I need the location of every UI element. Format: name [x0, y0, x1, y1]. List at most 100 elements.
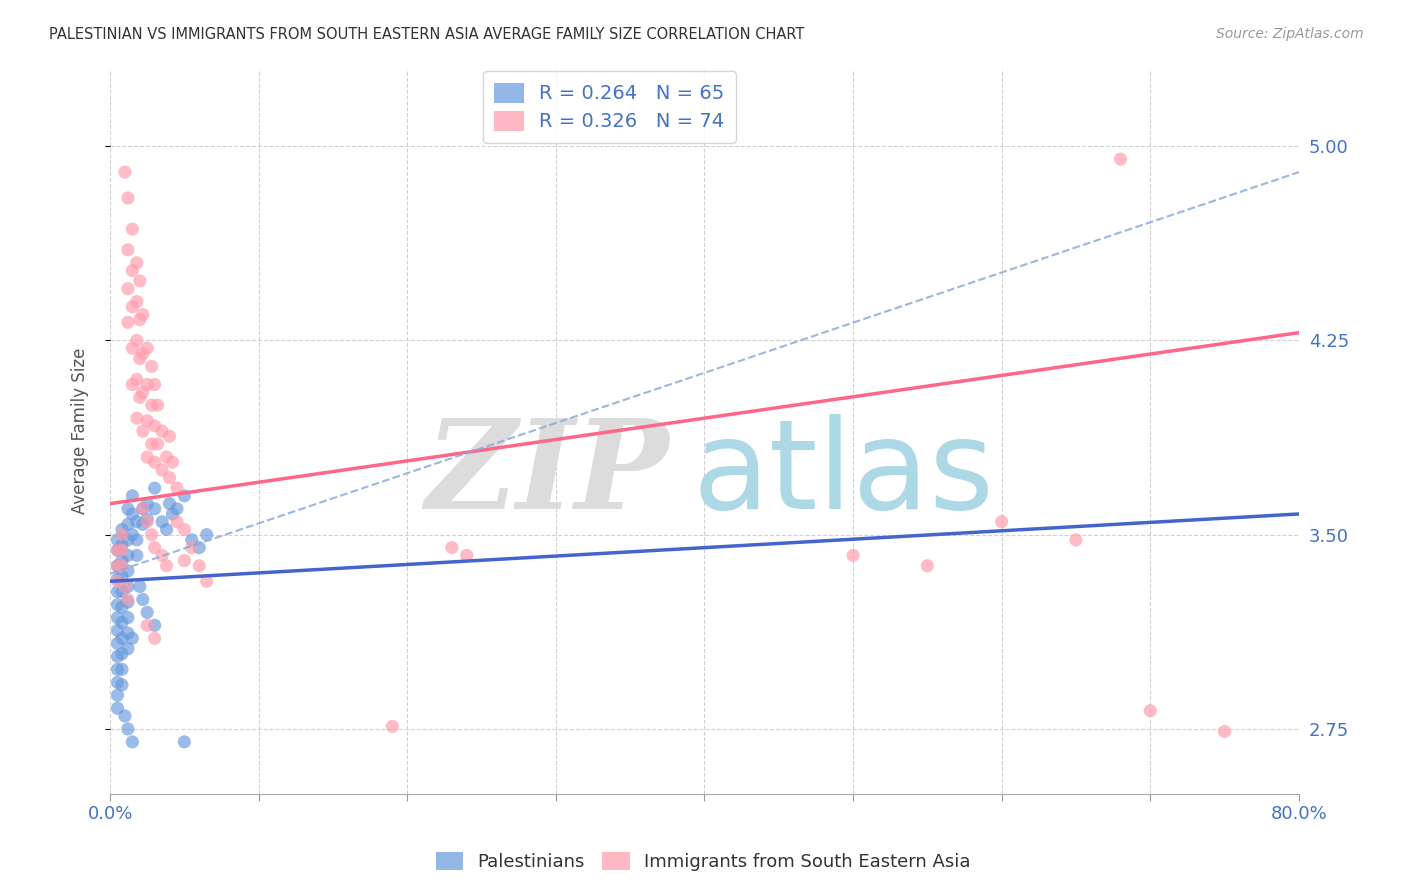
Point	[107, 572, 129, 586]
Point	[132, 346, 155, 360]
Point	[114, 709, 136, 723]
Point	[111, 584, 134, 599]
Point	[117, 191, 139, 205]
Point	[117, 549, 139, 563]
Point	[111, 523, 134, 537]
Point	[128, 391, 150, 405]
Point	[121, 341, 143, 355]
Point	[117, 641, 139, 656]
Point	[107, 688, 129, 702]
Point	[117, 517, 139, 532]
Point	[155, 558, 177, 573]
Point	[166, 501, 188, 516]
Point	[117, 592, 139, 607]
Point	[107, 598, 129, 612]
Point	[136, 450, 159, 464]
Point	[143, 618, 166, 632]
Point	[456, 549, 478, 563]
Point	[125, 533, 148, 547]
Point	[141, 437, 163, 451]
Point	[111, 543, 134, 558]
Point	[117, 579, 139, 593]
Point	[141, 527, 163, 541]
Point	[136, 414, 159, 428]
Point	[1139, 704, 1161, 718]
Legend: Palestinians, Immigrants from South Eastern Asia: Palestinians, Immigrants from South East…	[429, 845, 977, 879]
Point	[121, 527, 143, 541]
Point	[159, 471, 181, 485]
Point	[150, 549, 173, 563]
Point	[166, 481, 188, 495]
Point	[117, 501, 139, 516]
Point	[381, 719, 404, 733]
Point	[114, 165, 136, 179]
Point	[159, 429, 181, 443]
Point	[143, 632, 166, 646]
Point	[128, 274, 150, 288]
Point	[111, 600, 134, 615]
Point	[125, 515, 148, 529]
Point	[150, 463, 173, 477]
Point	[188, 541, 211, 555]
Point	[111, 569, 134, 583]
Point	[128, 312, 150, 326]
Point	[195, 527, 218, 541]
Point	[111, 538, 134, 552]
Point	[136, 512, 159, 526]
Point	[146, 398, 169, 412]
Point	[155, 523, 177, 537]
Point	[117, 595, 139, 609]
Point	[143, 418, 166, 433]
Point	[121, 735, 143, 749]
Point	[150, 424, 173, 438]
Point	[117, 564, 139, 578]
Point	[125, 334, 148, 348]
Point	[121, 377, 143, 392]
Point	[121, 489, 143, 503]
Point	[117, 610, 139, 624]
Point	[143, 481, 166, 495]
Point	[143, 455, 166, 469]
Point	[125, 372, 148, 386]
Point	[136, 606, 159, 620]
Point	[121, 300, 143, 314]
Point	[111, 615, 134, 630]
Point	[125, 256, 148, 270]
Point	[132, 592, 155, 607]
Point	[917, 558, 939, 573]
Point	[114, 579, 136, 593]
Point	[107, 610, 129, 624]
Point	[162, 507, 184, 521]
Text: Source: ZipAtlas.com: Source: ZipAtlas.com	[1216, 27, 1364, 41]
Point	[132, 501, 155, 516]
Point	[150, 515, 173, 529]
Point	[180, 533, 202, 547]
Point	[136, 377, 159, 392]
Point	[107, 649, 129, 664]
Point	[111, 558, 134, 573]
Point	[128, 351, 150, 366]
Y-axis label: Average Family Size: Average Family Size	[72, 348, 89, 515]
Point	[117, 243, 139, 257]
Point	[195, 574, 218, 589]
Point	[107, 662, 129, 676]
Point	[162, 455, 184, 469]
Point	[132, 385, 155, 400]
Point	[136, 515, 159, 529]
Point	[166, 515, 188, 529]
Point	[121, 222, 143, 236]
Point	[132, 424, 155, 438]
Point	[121, 263, 143, 277]
Point	[111, 678, 134, 692]
Point	[111, 553, 134, 567]
Point	[107, 533, 129, 547]
Point	[107, 543, 129, 558]
Point	[107, 675, 129, 690]
Point	[117, 533, 139, 547]
Text: atlas: atlas	[693, 414, 994, 535]
Point	[125, 549, 148, 563]
Point	[143, 501, 166, 516]
Point	[173, 553, 195, 567]
Point	[107, 636, 129, 650]
Point	[136, 497, 159, 511]
